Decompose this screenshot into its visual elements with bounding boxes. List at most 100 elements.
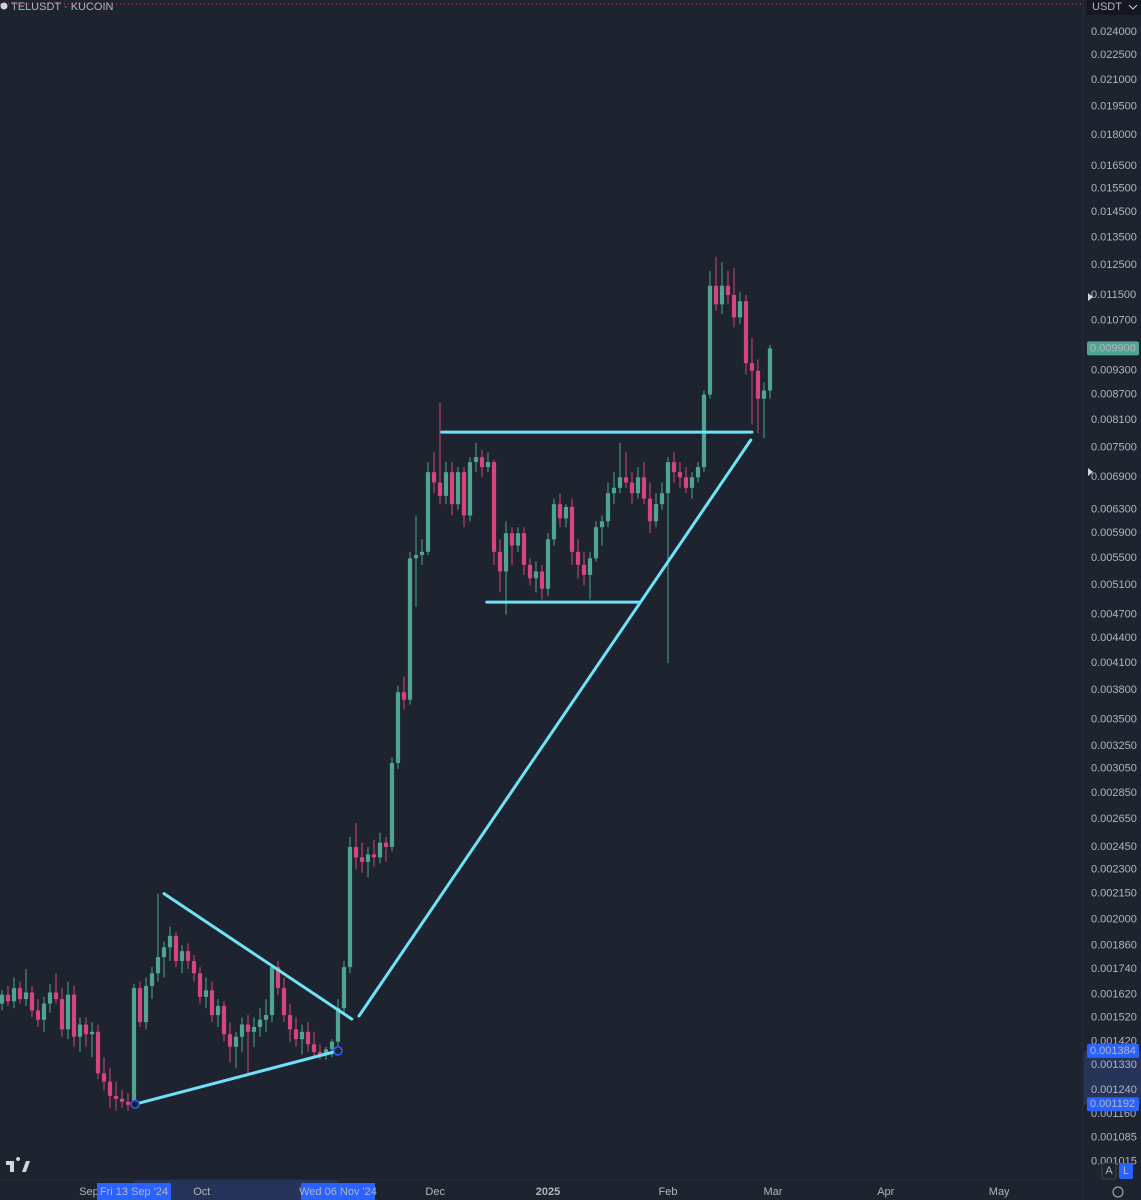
tradingview-logo[interactable] bbox=[6, 1157, 30, 1172]
candle-body bbox=[95, 1031, 101, 1074]
candle-body bbox=[539, 571, 545, 589]
candle-body bbox=[239, 1024, 245, 1037]
candle-body bbox=[707, 285, 713, 395]
x-tick-label: 2025 bbox=[536, 1186, 560, 1198]
candle-body bbox=[593, 527, 599, 559]
candle-body bbox=[605, 493, 611, 522]
x-tick-label: Dec bbox=[425, 1186, 445, 1198]
candle-body bbox=[125, 1101, 131, 1105]
candle-body bbox=[209, 990, 215, 1016]
candle-body bbox=[65, 994, 71, 1030]
y-tick-label: 0.005100 bbox=[1091, 579, 1137, 591]
scale-button-label[interactable]: L bbox=[1123, 1165, 1129, 1177]
candle-body bbox=[143, 985, 149, 1023]
y-tick-label: 0.010700 bbox=[1091, 315, 1137, 327]
candle-body bbox=[269, 967, 275, 1016]
candle-body bbox=[341, 967, 347, 1009]
scale-button-box bbox=[1101, 1162, 1117, 1180]
candle-body bbox=[77, 1024, 83, 1037]
candle-body bbox=[119, 1098, 125, 1102]
price-marker-box bbox=[1087, 1097, 1139, 1112]
candle-body bbox=[695, 467, 701, 478]
candle-body bbox=[551, 504, 557, 540]
time-range-highlight bbox=[133, 1180, 338, 1200]
candle-body bbox=[113, 1095, 119, 1099]
y-tick-label: 0.022500 bbox=[1091, 49, 1137, 61]
y-tick-label: 0.001240 bbox=[1091, 1084, 1137, 1096]
price-marker-box bbox=[1087, 341, 1139, 356]
candle-body bbox=[83, 1024, 89, 1035]
candle-body bbox=[353, 846, 359, 858]
candle-body bbox=[23, 992, 29, 1000]
candle-body bbox=[101, 1073, 107, 1082]
candle-body bbox=[467, 462, 473, 516]
y-tick-label: 0.003050 bbox=[1091, 763, 1137, 775]
candle-body bbox=[689, 477, 695, 488]
candle-body bbox=[653, 504, 659, 522]
candle-body bbox=[635, 477, 641, 494]
scale-button[interactable]: A bbox=[1101, 1162, 1117, 1180]
anchor-point bbox=[130, 1099, 140, 1109]
symbol-icon bbox=[0, 2, 8, 10]
candle-body bbox=[641, 477, 647, 499]
candle-body bbox=[755, 370, 761, 399]
y-tick-label: 0.012500 bbox=[1091, 259, 1137, 271]
candle-body bbox=[347, 846, 353, 968]
candle-body bbox=[719, 285, 725, 305]
candle-body bbox=[569, 506, 575, 552]
candle-body bbox=[173, 935, 179, 962]
candle-body bbox=[47, 992, 53, 1004]
candle-body bbox=[221, 1005, 227, 1035]
candle-body bbox=[545, 539, 551, 589]
settings-icon[interactable] bbox=[1112, 1186, 1124, 1198]
candle-body bbox=[587, 558, 593, 575]
y-tick-label: 0.001085 bbox=[1091, 1132, 1137, 1144]
candle-body bbox=[305, 1031, 311, 1045]
y-tick-label: 0.018000 bbox=[1091, 129, 1137, 141]
y-tick-label: 0.001740 bbox=[1091, 963, 1137, 975]
y-tick-label: 0.001520 bbox=[1091, 1011, 1137, 1023]
anchor-point bbox=[333, 1046, 343, 1056]
currency-label[interactable]: USDT bbox=[1092, 1, 1122, 13]
candle-body bbox=[683, 477, 689, 488]
candle-body bbox=[89, 1031, 95, 1035]
time-marker-label: Wed 06 Nov '24 bbox=[299, 1186, 377, 1198]
y-tick-label: 0.015500 bbox=[1091, 182, 1137, 194]
scale-button[interactable]: L bbox=[1119, 1163, 1133, 1179]
candle-body bbox=[761, 390, 767, 399]
candle-body bbox=[617, 477, 623, 488]
candle-body bbox=[179, 951, 185, 962]
candle-body bbox=[389, 762, 395, 847]
candle-body bbox=[581, 564, 587, 575]
candle-body bbox=[677, 472, 683, 478]
candle-body bbox=[245, 1024, 251, 1032]
candle-body bbox=[407, 558, 413, 700]
trend-line bbox=[162, 892, 354, 1021]
y-tick-label: 0.009300 bbox=[1091, 365, 1137, 377]
candle-body bbox=[575, 551, 581, 565]
x-tick-label: Apr bbox=[877, 1186, 894, 1198]
y-tick-label: 0.002000 bbox=[1091, 913, 1137, 925]
time-marker-box bbox=[96, 1183, 171, 1200]
y-tick-label: 0.013500 bbox=[1091, 232, 1137, 244]
candle-body bbox=[395, 692, 401, 763]
candle-body bbox=[155, 957, 161, 974]
y-tick-label: 0.002300 bbox=[1091, 863, 1137, 875]
candle-body bbox=[629, 482, 635, 494]
candle-body bbox=[509, 533, 515, 546]
candle-body bbox=[251, 1026, 257, 1032]
candle-body bbox=[59, 999, 65, 1030]
scale-button-label[interactable]: A bbox=[1105, 1165, 1113, 1177]
candle-body bbox=[107, 1081, 113, 1096]
candle-body bbox=[17, 988, 23, 1000]
candle-body bbox=[377, 842, 383, 858]
candle-body bbox=[371, 854, 377, 858]
currency-box[interactable] bbox=[1087, 0, 1141, 15]
candle-body bbox=[41, 1003, 47, 1020]
symbol-title[interactable]: TELUSDT · KUCOIN bbox=[11, 1, 114, 13]
currency-dropdown[interactable] bbox=[1128, 4, 1138, 10]
candle-body bbox=[257, 1019, 263, 1027]
trend-line bbox=[357, 438, 753, 1018]
candle-body bbox=[11, 988, 17, 1002]
y-tick-label: 0.008700 bbox=[1091, 388, 1137, 400]
